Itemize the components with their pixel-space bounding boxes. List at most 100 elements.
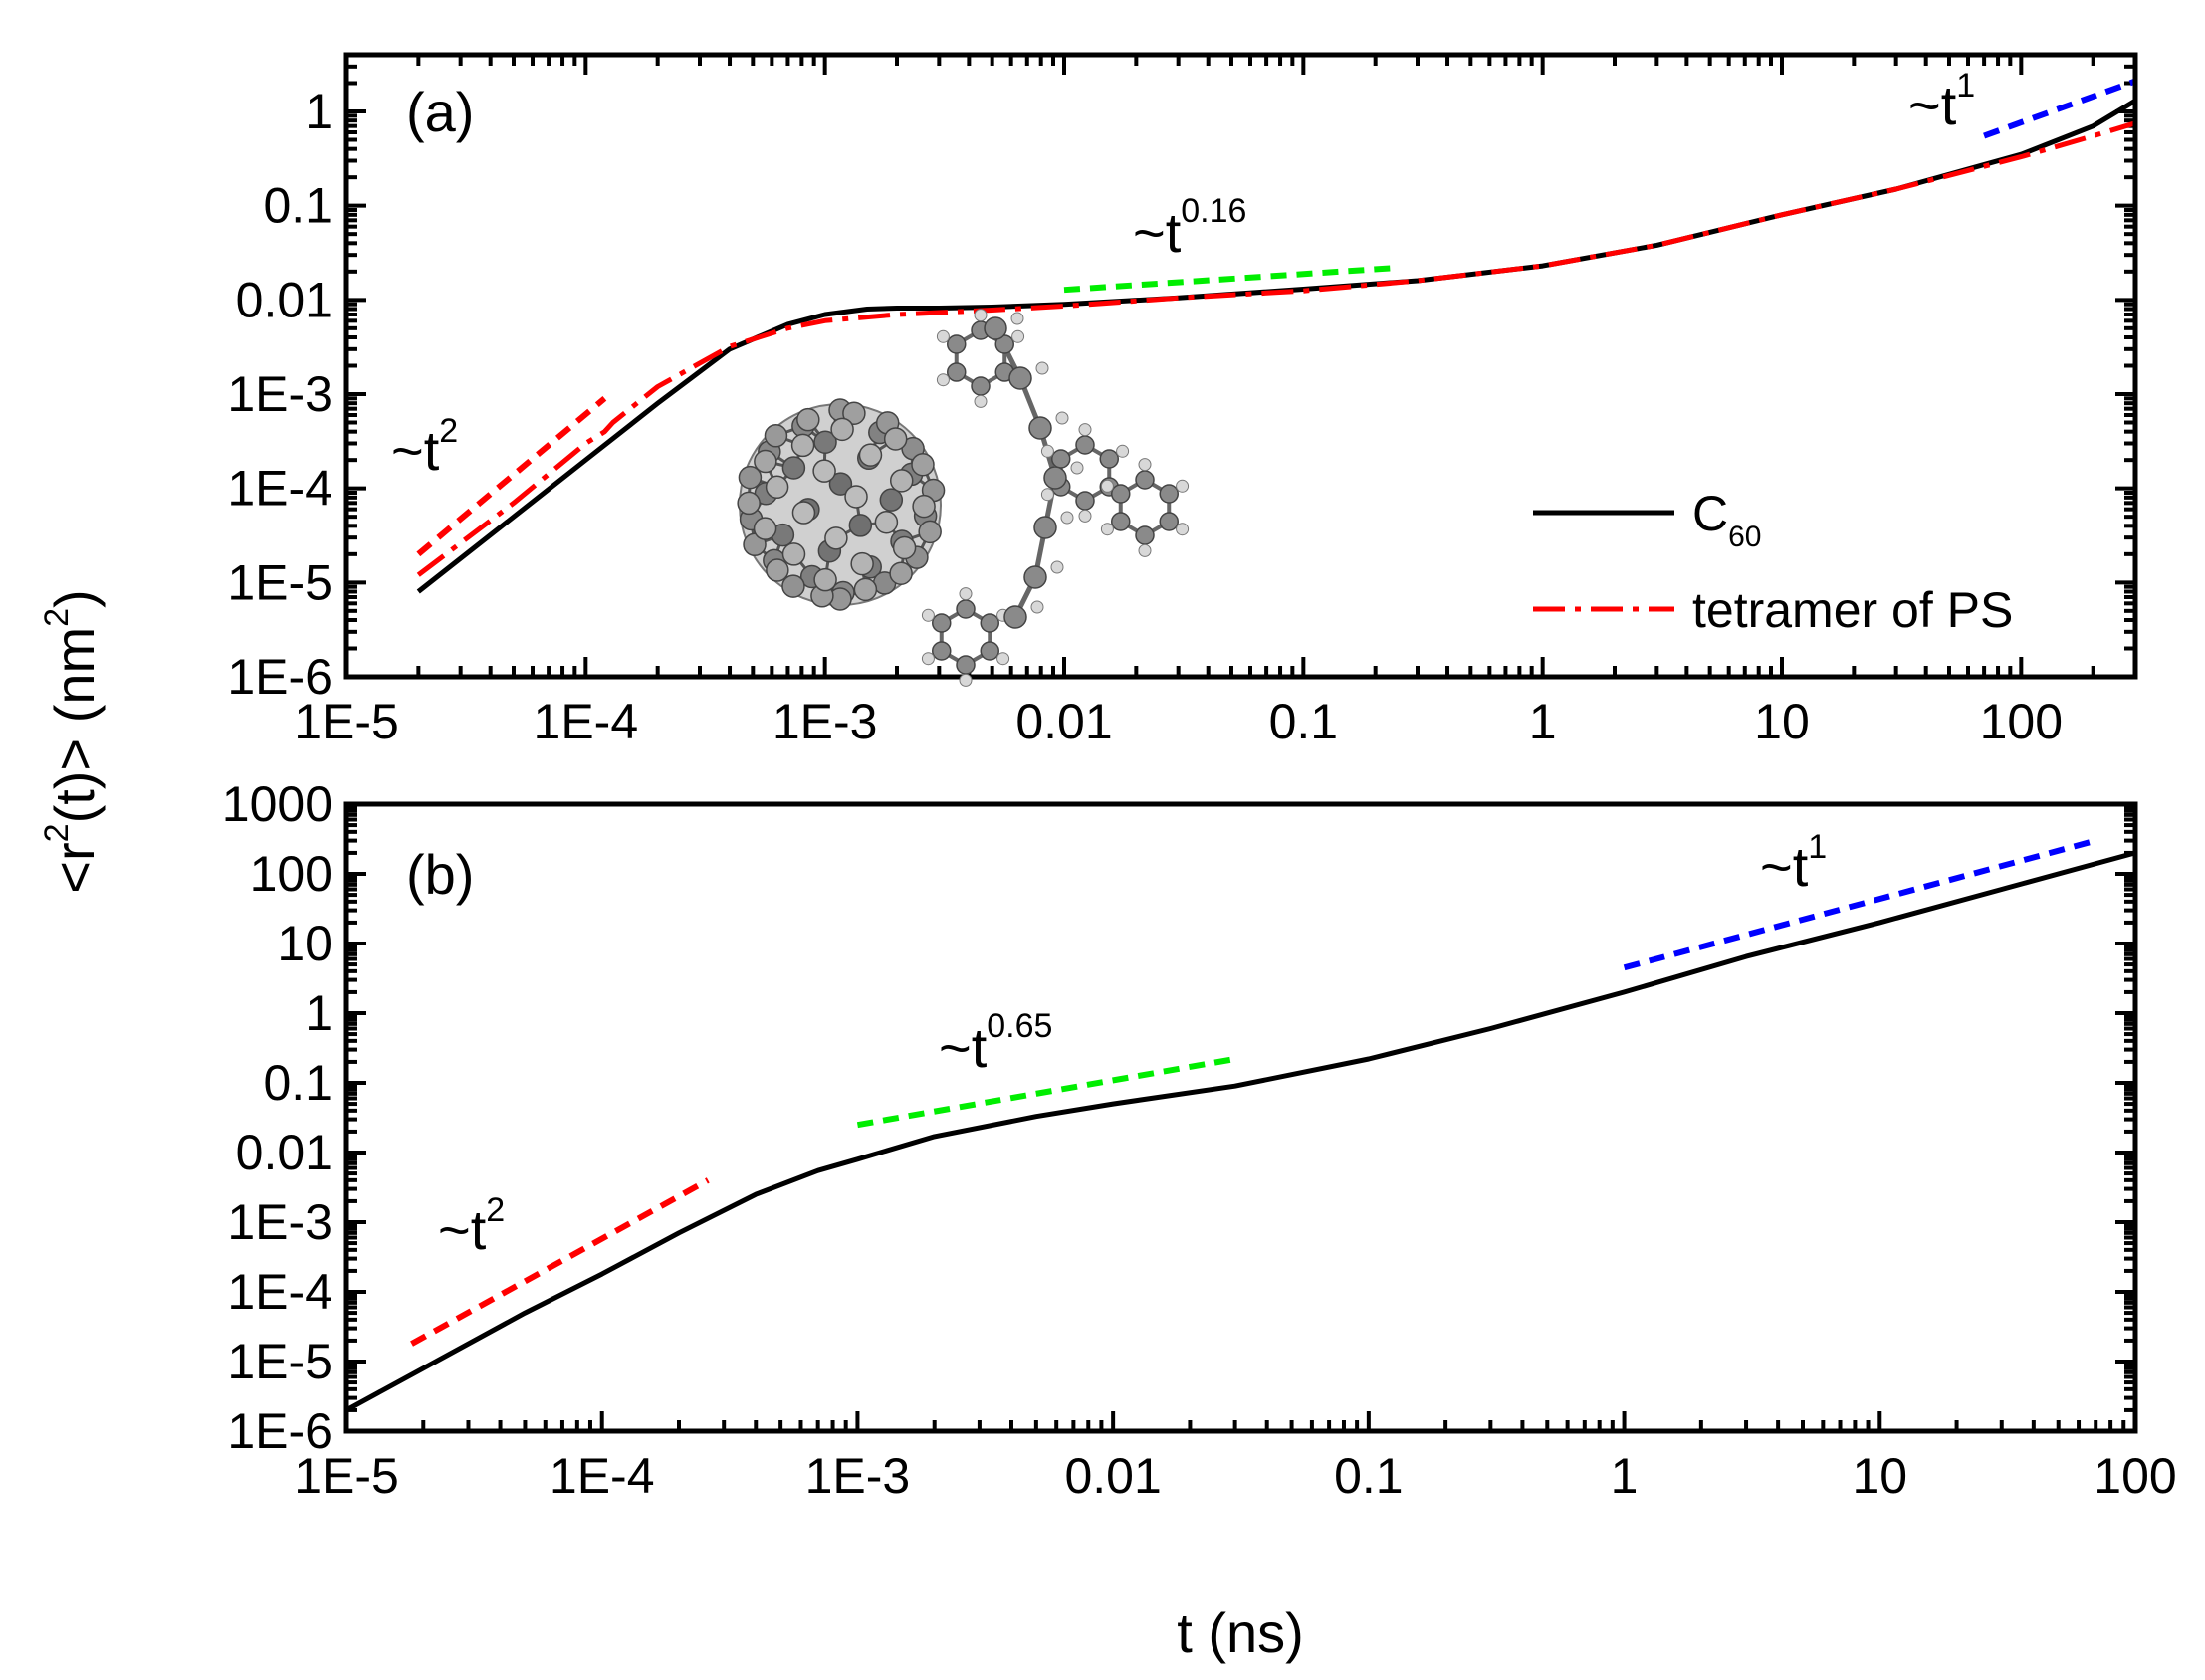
ps-hydrogen-atom [1100,479,1114,493]
annot-exp: 1 [1956,67,1975,105]
ps-carbon-atom [971,376,991,396]
ps-hydrogen-atom [959,587,973,601]
ps-carbon-atom [956,655,976,675]
c60-atom [781,456,806,480]
c60-molecule-illustration [737,398,946,611]
ps-carbon-atom [1159,484,1179,504]
y-tick-label: 1E-4 [227,461,332,517]
x-tick-label: 1 [1529,694,1557,749]
c60-atom [844,485,868,509]
y-tick-label: 1 [305,84,332,139]
panel-a-label: (a) [406,81,474,143]
annot-exp: 1 [1808,828,1827,866]
panel-a-series [416,99,2137,594]
panel-a: 1E-5 1E-4 1E-3 0.01 0.1 1 10 1001E-61E-51E-41E-… [227,52,2138,749]
panel-b-ticks: 1E-5 1E-4 1E-3 0.01 0.1 1 10 1001E-61E-51E-41E-… [222,776,2177,1504]
c60-atom [889,561,913,585]
ps-carbon-atom [1075,491,1095,511]
guide-line [1063,264,1400,294]
x-tick-label: 0.01 [1015,694,1112,749]
ps-hydrogen-atom [921,652,935,666]
annot-base: ~t [391,419,440,482]
ps-backbone-atom [1003,605,1027,629]
y-tick-label: 10 [277,916,332,971]
y-tick-label: 0.01 [236,1125,332,1180]
panel-b: 1E-5 1E-4 1E-3 0.01 0.1 1 10 1001E-61E-51E-41E-… [222,776,2177,1504]
ps-hydrogen-atom [936,373,950,387]
y-tick-label: 1000 [222,776,332,832]
ps-hydrogen-atom [1176,523,1190,536]
ps-carbon-atom [1135,525,1155,545]
ps-hydrogen-atom [959,673,973,687]
ps-backbone-atom [1023,565,1047,589]
y-tick-label: 100 [250,846,332,902]
y-axis-title: <r2(t)> (nm2) [38,589,106,893]
c60-atom [879,488,904,512]
ylabel-part: ) [43,589,106,608]
panel-b-label: (b) [406,843,474,906]
x-tick-label: 100 [2094,1448,2176,1504]
guide-line [416,396,607,557]
legend-label-ps: tetramer of PS [1692,582,2013,638]
ps-backbone-atom [984,316,1007,340]
ps-carbon-atom [932,613,952,633]
guide-line [410,1177,710,1347]
ps-hydrogen-atom [1100,523,1114,536]
c60-atom [813,567,837,592]
ps-carbon-atom [1099,449,1119,469]
annot-exp: 2 [486,1191,505,1229]
ylabel-part: <r [43,842,106,893]
legend-c60-main: C [1692,486,1728,541]
ps-carbon-atom [947,362,967,382]
panel-b-annot-t2: ~t2 [438,1191,505,1261]
annot-base: ~t [939,1016,988,1079]
ps-hydrogen-atom [1138,458,1152,472]
ps-carbon-atom [1075,435,1095,455]
ylabel-sup: 2 [38,823,76,842]
panel-a-annot-t1: ~t1 [1908,67,1975,136]
c60-atom [812,459,836,483]
c60-atom [883,427,908,451]
y-tick-label: 1E-4 [227,1264,332,1320]
x-tick-label: 0.1 [1334,1448,1404,1504]
c60-atom [781,574,805,598]
guide-line [856,1056,1236,1129]
ps-hydrogen-atom [1010,312,1024,325]
y-tick-label: 0.1 [263,178,332,234]
ps-hydrogen-atom [1078,423,1092,437]
panel-b-annot-t065: ~t0.65 [939,1007,1052,1079]
ps-hydrogen-atom [1040,488,1054,502]
c60-atom [889,469,914,493]
ps-hydrogen-atom [1176,479,1190,493]
ps-carbon-atom [1111,512,1131,531]
x-tick-label: 1E-5 [294,1448,399,1504]
ps-backbone-atom [1033,516,1057,539]
ps-carbon-atom [1111,484,1131,504]
panel-a-ticks: 1E-5 1E-4 1E-3 0.01 0.1 1 10 1001E-61E-51E-41E-… [227,53,2137,749]
ps-hydrogen-atom [996,652,1010,666]
x-tick-label: 1E-4 [534,694,639,749]
c60-atom [813,430,837,454]
x-tick-label: 1E-3 [805,1448,911,1504]
y-tick-label: 1E-6 [227,649,332,705]
c60-atom [796,407,820,432]
c60-atom [848,514,873,537]
ps-backbone-atom [1043,466,1067,490]
x-tick-label: 1E-5 [294,694,399,749]
ps-hydrogen-atom [1050,560,1064,574]
c60-atom [754,449,777,474]
ps-carbon-atom [980,641,999,661]
x-axis-title: t (ns) [1177,1601,1304,1664]
ps-hydrogen-atom [921,608,935,622]
ylabel-sup: 2 [38,608,76,627]
ps-hydrogen-atom [1116,444,1130,458]
ps-hydrogen-atom [936,329,950,343]
x-tick-label: 1E-4 [550,1448,655,1504]
y-tick-label: 1E-5 [227,1334,332,1389]
ps-hydrogen-atom [974,394,988,408]
panel-b-series [344,850,2136,1413]
ps-backbone-atom [1028,416,1052,440]
ps-hydrogen-atom [1011,329,1025,343]
c60-atom [858,443,883,467]
